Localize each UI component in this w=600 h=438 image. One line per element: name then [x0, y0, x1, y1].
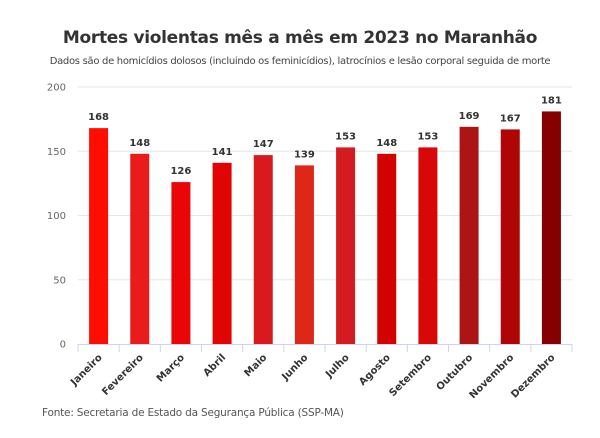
data-labels: 168 148 126 141 147 139 153 148 153 169 167 181	[88, 95, 562, 177]
data-label: 126	[170, 166, 191, 177]
source-note: Fonte: Secretaria de Estado da Segurança…	[42, 407, 344, 419]
x-category-label: Outubro	[435, 352, 476, 393]
x-category-label: Abril	[202, 352, 229, 379]
y-tick-label: 200	[47, 83, 66, 94]
data-label: 168	[88, 112, 109, 123]
x-category-label: Maio	[243, 352, 270, 379]
y-tick-label: 0	[60, 340, 66, 351]
x-category-label: Janeiro	[68, 352, 105, 389]
data-label: 181	[541, 95, 562, 106]
bar-abril[interactable]	[212, 162, 232, 344]
x-category-label: Dezembro	[509, 352, 557, 400]
data-label: 153	[335, 131, 356, 142]
bar-dezembro[interactable]	[541, 111, 561, 344]
x-category-label: Agosto	[357, 352, 393, 388]
data-label: 167	[500, 113, 521, 124]
bar-junho[interactable]	[294, 165, 314, 344]
bar-julho[interactable]	[336, 147, 356, 344]
data-label: 139	[294, 149, 315, 160]
y-tick-label: 100	[47, 211, 66, 222]
y-tick-label: 150	[47, 147, 66, 158]
data-label: 153	[417, 131, 438, 142]
gridlines	[78, 86, 572, 281]
bar-janeiro[interactable]	[89, 128, 109, 344]
x-category-label: Setembro	[387, 352, 434, 399]
x-category-label: Fevereiro	[100, 352, 146, 398]
data-label: 141	[212, 147, 233, 158]
bar-setembro[interactable]	[418, 147, 438, 344]
data-label: 169	[459, 111, 480, 122]
chart-subtitle: Dados são de homicídios dolosos (incluin…	[49, 56, 551, 67]
x-category-label: Junho	[279, 352, 310, 383]
y-tick-label: 50	[53, 275, 66, 286]
x-category-label: Março	[155, 352, 187, 384]
bars	[89, 111, 561, 345]
x-category-label: Julho	[323, 352, 352, 381]
bar-agosto[interactable]	[377, 153, 397, 344]
data-label: 148	[376, 138, 397, 149]
bar-marco[interactable]	[171, 182, 191, 344]
bar-novembro[interactable]	[500, 129, 520, 344]
data-label: 148	[129, 138, 150, 149]
bar-outubro[interactable]	[459, 126, 479, 345]
chart-title: Mortes violentas mês a mês em 2023 no Ma…	[62, 28, 538, 48]
bar-fevereiro[interactable]	[130, 153, 150, 344]
bar-maio[interactable]	[253, 155, 273, 344]
data-label: 147	[253, 139, 274, 150]
